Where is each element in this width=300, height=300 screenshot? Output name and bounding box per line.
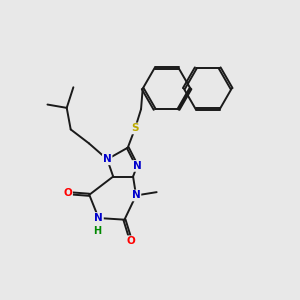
Text: N: N [133,161,141,171]
Text: N: N [132,190,140,200]
Text: O: O [63,188,72,198]
Text: N: N [94,213,103,223]
Text: S: S [131,123,139,134]
Text: O: O [127,236,136,246]
Text: N: N [103,154,112,164]
Text: H: H [93,226,101,236]
